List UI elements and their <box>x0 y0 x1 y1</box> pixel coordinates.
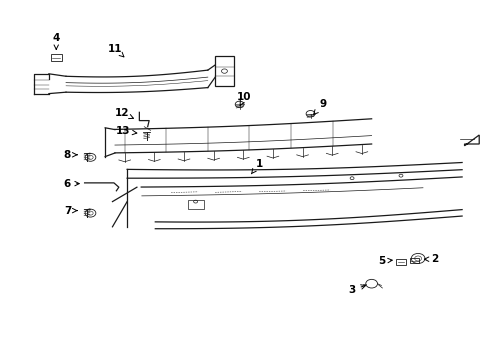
Text: 1: 1 <box>251 159 262 174</box>
Text: 9: 9 <box>313 99 325 114</box>
Bar <box>215 56 233 86</box>
Bar <box>409 258 418 263</box>
Text: 7: 7 <box>63 206 77 216</box>
Text: 3: 3 <box>348 285 365 295</box>
Bar <box>51 54 61 61</box>
Text: 10: 10 <box>237 92 251 105</box>
Text: 6: 6 <box>64 179 79 189</box>
Bar <box>188 200 203 209</box>
Text: 2: 2 <box>424 254 438 264</box>
Text: 13: 13 <box>116 126 137 136</box>
Text: 8: 8 <box>64 150 77 160</box>
Text: 5: 5 <box>377 256 391 266</box>
Text: 12: 12 <box>115 108 133 118</box>
Text: 11: 11 <box>107 44 123 57</box>
Bar <box>395 259 405 265</box>
Text: 4: 4 <box>52 33 60 49</box>
